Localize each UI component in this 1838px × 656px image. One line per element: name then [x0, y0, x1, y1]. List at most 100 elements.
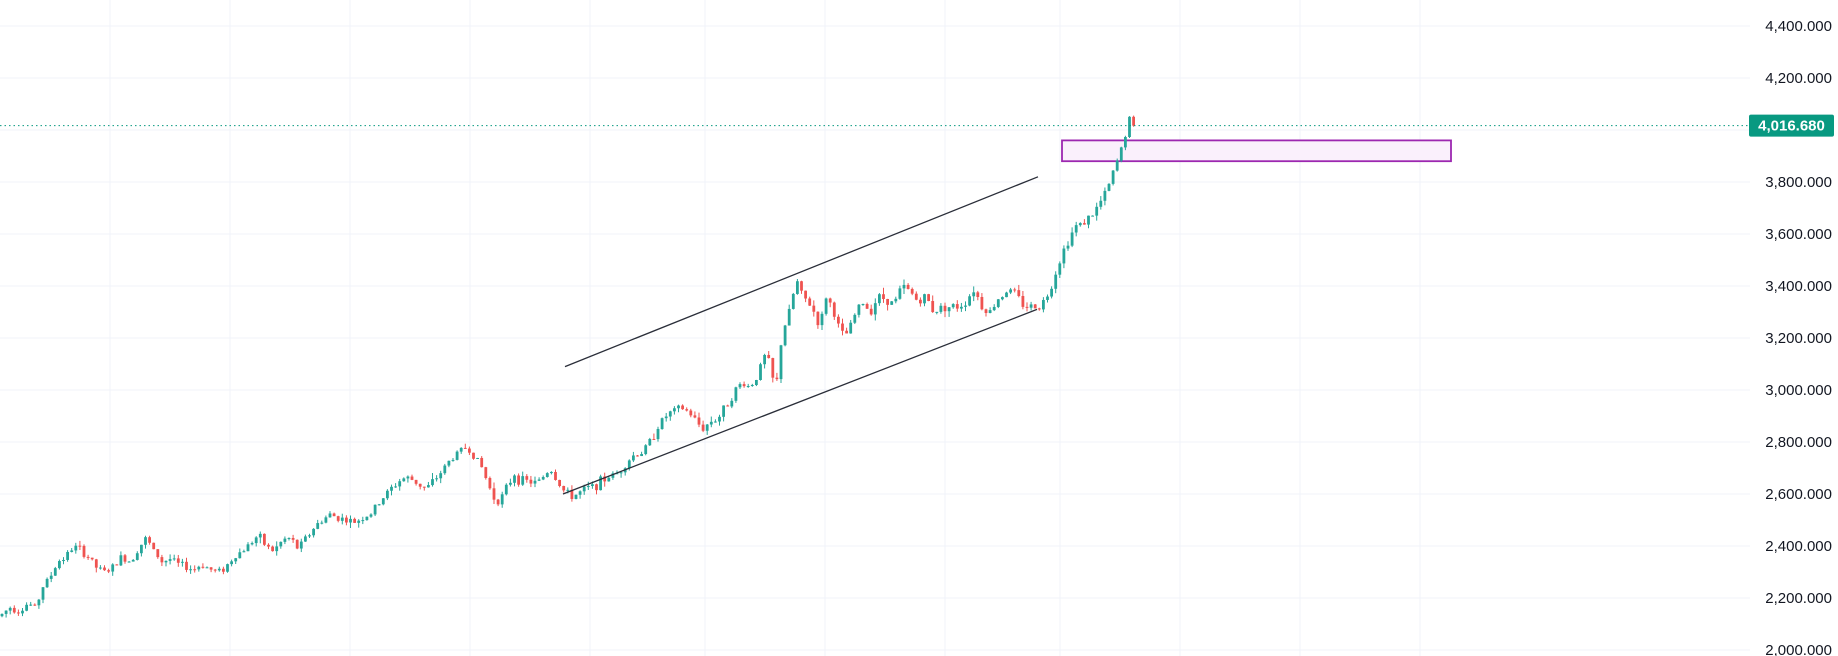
candle-body	[377, 504, 381, 506]
y-tick-label: 3,800.000	[1765, 174, 1832, 191]
candle-body	[906, 284, 910, 289]
candle-body	[443, 465, 447, 474]
candle-body	[1037, 308, 1041, 310]
candle-body	[78, 545, 82, 547]
candle-body	[406, 476, 410, 479]
candle-body	[119, 555, 123, 566]
candle-body	[636, 455, 639, 457]
candle-body	[652, 439, 656, 441]
candle-body	[295, 539, 299, 549]
candle-body	[824, 298, 828, 314]
candle-body	[12, 607, 16, 613]
candle-body	[796, 281, 799, 294]
candle-body	[664, 416, 668, 419]
drawing-layer	[1061, 139, 1452, 163]
candle-body	[857, 304, 861, 315]
candle-body	[373, 504, 377, 515]
candle-body	[410, 476, 414, 480]
candle-body	[45, 578, 49, 588]
candle-body	[1115, 160, 1119, 171]
candle-body	[1001, 297, 1004, 300]
candle-body	[1013, 289, 1017, 291]
candle-body	[312, 528, 315, 536]
candle-body	[242, 551, 246, 553]
candle-body	[804, 290, 807, 299]
candle-body	[689, 410, 693, 416]
candle-body	[607, 477, 611, 482]
candle-body	[386, 490, 389, 499]
candle-body	[988, 310, 992, 313]
candle-body	[267, 544, 270, 547]
candle-body	[1128, 116, 1131, 138]
candle-body	[755, 380, 758, 386]
candle-body	[1099, 200, 1103, 207]
candle-body	[361, 520, 365, 522]
candle-body	[127, 561, 131, 563]
candle-body	[103, 567, 106, 571]
candle-body	[226, 564, 229, 572]
candle-body	[455, 451, 459, 460]
candle-body	[439, 473, 443, 479]
candle-body	[0, 613, 4, 617]
candle-body	[914, 293, 918, 300]
candle-body	[861, 304, 865, 306]
candle-body	[812, 305, 816, 312]
candle-body	[238, 552, 242, 559]
candle-body	[599, 476, 602, 491]
candle-body	[1005, 292, 1008, 298]
candle-body	[853, 314, 857, 323]
candle-body	[402, 478, 406, 482]
candle-body	[972, 292, 976, 297]
candle-body	[357, 520, 361, 523]
candle-body	[677, 405, 680, 409]
candle-body	[673, 408, 676, 412]
candle-body	[90, 557, 94, 560]
candle-body	[1070, 232, 1074, 246]
candle-body	[1029, 304, 1033, 308]
candle-body	[898, 288, 902, 299]
candle-body	[541, 477, 545, 480]
candle-body	[258, 533, 262, 538]
candle-body	[1095, 206, 1099, 216]
candle-body	[58, 561, 61, 569]
candle-body	[205, 567, 209, 569]
candle-body	[414, 479, 418, 484]
candle-body	[82, 545, 86, 557]
candle-body	[1124, 137, 1127, 148]
candle-body	[644, 445, 648, 455]
candle-body	[779, 345, 783, 380]
y-tick-label: 3,400.000	[1765, 278, 1832, 295]
candle-body	[197, 566, 201, 570]
candle-body	[353, 518, 356, 523]
candle-body	[767, 354, 771, 359]
candle-body	[275, 546, 279, 552]
candle-body	[17, 612, 20, 614]
candle-body	[939, 305, 943, 312]
candle-body	[595, 484, 598, 491]
price-axis[interactable]: 2,000.000 2,200.000 2,400.000 2,600.000 2,80…	[1749, 18, 1834, 656]
candle-body	[533, 480, 537, 484]
candle-body	[209, 567, 213, 570]
zone-rectangle[interactable]	[1061, 139, 1452, 163]
candle-body	[1021, 296, 1025, 307]
candle-body	[398, 481, 402, 487]
candle-body	[722, 405, 725, 417]
candle-body	[992, 306, 996, 311]
candle-body	[873, 303, 877, 315]
candle-body	[537, 479, 541, 481]
candle-body	[919, 299, 922, 304]
candle-body	[213, 569, 217, 571]
candle-body	[33, 604, 37, 606]
lower-trend-line[interactable]	[562, 308, 1038, 495]
candle-body	[123, 555, 127, 562]
candle-body	[783, 325, 787, 346]
upper-trend-line[interactable]	[564, 176, 1039, 368]
candle-body	[140, 544, 143, 554]
candle-body	[1009, 289, 1012, 293]
candle-body	[291, 537, 295, 540]
candle-body	[582, 486, 586, 492]
candle-body	[611, 473, 615, 478]
candle-body	[1046, 296, 1049, 300]
candle-body	[705, 424, 709, 431]
